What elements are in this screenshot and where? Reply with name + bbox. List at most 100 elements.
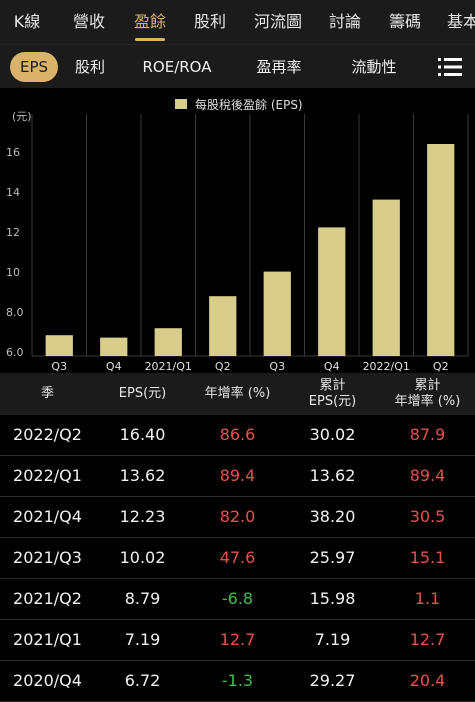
cell-eps: 16.40: [119, 425, 166, 444]
x-tick-label: 2022/Q1: [363, 360, 410, 373]
eps-bar[interactable]: [45, 335, 73, 356]
legend-swatch: [175, 99, 187, 109]
x-tick-label: Q2: [433, 360, 449, 373]
chart-legend: 每股稅後盈餘 (EPS): [175, 96, 303, 112]
cell-yoy: 82.0: [219, 507, 256, 526]
cell-cum-eps: 38.20: [309, 507, 356, 526]
cell-yoy: 89.4: [219, 466, 256, 485]
y-tick-label: 16: [6, 146, 20, 159]
cell-cum-yoy: 12.7: [409, 630, 446, 649]
y-tick-label: 14: [6, 186, 20, 199]
header-eps: EPS(元): [95, 373, 190, 415]
tab-earnings[interactable]: 盈餘: [133, 0, 167, 44]
cell-yoy: 47.6: [219, 548, 256, 567]
eps-table-body: 2022/Q2 16.40 86.6 30.02 87.9 2022/Q1 13…: [0, 415, 475, 702]
cell-cum-eps: 15.98: [309, 589, 356, 608]
eps-bar[interactable]: [209, 296, 237, 356]
cell-cum-eps: 25.97: [309, 548, 356, 567]
subtab-dividend[interactable]: 股利: [74, 58, 105, 76]
cell-cum-yoy: 30.5: [409, 507, 446, 526]
eps-chart: 每股稅後盈餘 (EPS) (元) 6.0 8.0 10 12 14 16 Q3 Q4 2021…: [0, 88, 475, 373]
eps-table-header: 季 EPS(元) 年增率 (%) 累計 EPS(元) 累計 年增率 (%): [0, 373, 475, 415]
x-tick-label: Q4: [324, 360, 340, 373]
cell-cum-yoy: 87.9: [409, 425, 446, 444]
x-tick-label: Q4: [106, 360, 122, 373]
top-tab-bar: K線 營收 盈餘 股利 河流圖 討論 籌碼 基本: [0, 0, 475, 44]
table-row[interactable]: 2020/Q4 6.72 -1.3 29.27 20.4: [0, 661, 475, 702]
x-tick-label: Q3: [269, 360, 285, 373]
y-axis-unit: (元): [12, 110, 32, 123]
y-tick-label: 6.0: [6, 346, 24, 359]
cell-yoy: -6.8: [221, 589, 254, 608]
cell-season: 2021/Q1: [13, 630, 82, 649]
cell-cum-yoy: 89.4: [409, 466, 446, 485]
header-cum-yoy: 累計 年增率 (%): [380, 373, 475, 415]
cell-eps: 7.19: [124, 630, 161, 649]
hamburger-menu-icon[interactable]: [438, 57, 462, 77]
cell-cum-yoy: 20.4: [409, 671, 446, 690]
sub-tab-bar: EPS 股利 ROE/ROA 盈再率 流動性: [0, 44, 475, 89]
eps-bar[interactable]: [372, 199, 400, 356]
tab-chips[interactable]: 籌碼: [388, 12, 421, 31]
cell-cum-eps: 7.19: [314, 630, 351, 649]
x-tick-label: Q2: [215, 360, 231, 373]
table-row[interactable]: 2022/Q2 16.40 86.6 30.02 87.9: [0, 415, 475, 456]
table-row[interactable]: 2022/Q1 13.62 89.4 13.62 89.4: [0, 456, 475, 497]
y-tick-label: 10: [6, 266, 20, 279]
cell-season: 2020/Q4: [13, 671, 82, 690]
header-yoy-label: 年增率 (%): [204, 386, 271, 401]
subtab-eps[interactable]: EPS: [10, 52, 58, 82]
header-season: 季: [0, 373, 95, 415]
subtab-liquidity[interactable]: 流動性: [351, 58, 397, 76]
table-row[interactable]: 2021/Q1 7.19 12.7 7.19 12.7: [0, 620, 475, 661]
cell-eps: 8.79: [124, 589, 161, 608]
subtab-roe-roa[interactable]: ROE/ROA: [142, 58, 212, 76]
table-row[interactable]: 2021/Q4 12.23 82.0 38.20 30.5: [0, 497, 475, 538]
cell-eps: 6.72: [124, 671, 161, 690]
subtab-retention-rate[interactable]: 盈再率: [256, 58, 302, 76]
header-yoy: 年增率 (%): [190, 373, 285, 415]
tab-discussion[interactable]: 討論: [328, 12, 361, 31]
eps-bar[interactable]: [318, 227, 346, 356]
header-cum-yoy-line2: 年增率 (%): [394, 394, 461, 409]
header-season-label: 季: [40, 386, 54, 401]
y-tick-label: 12: [6, 226, 20, 239]
cell-season: 2022/Q2: [13, 425, 82, 444]
cell-eps: 13.62: [119, 466, 166, 485]
cell-season: 2022/Q1: [13, 466, 82, 485]
y-tick-label: 8.0: [6, 306, 24, 319]
header-cum-eps: 累計 EPS(元): [285, 373, 380, 415]
cell-season: 2021/Q3: [13, 548, 82, 567]
tab-river-chart[interactable]: 河流圖: [253, 12, 302, 31]
cell-season: 2021/Q2: [13, 589, 82, 608]
eps-bar[interactable]: [154, 328, 182, 356]
tab-fundamentals[interactable]: 基本: [446, 12, 475, 31]
cell-cum-eps: 13.62: [309, 466, 356, 485]
tab-dividend[interactable]: 股利: [193, 12, 226, 31]
cell-cum-yoy: 1.1: [414, 589, 441, 608]
cell-season: 2021/Q4: [13, 507, 82, 526]
x-tick-label: 2021/Q1: [145, 360, 192, 373]
cell-cum-eps: 30.02: [309, 425, 356, 444]
cell-yoy: 12.7: [219, 630, 256, 649]
cell-cum-eps: 29.27: [309, 671, 356, 690]
header-cum-yoy-line1: 累計: [414, 378, 441, 393]
cell-yoy: -1.3: [221, 671, 254, 690]
eps-bar[interactable]: [263, 271, 291, 356]
header-cum-eps-line1: 累計: [319, 378, 346, 393]
header-cum-eps-line2: EPS(元): [308, 394, 357, 409]
eps-bar[interactable]: [100, 337, 128, 356]
chart-canvas: (元) 6.0 8.0 10 12 14 16 Q3 Q4 2021/Q1 Q2 Q3 Q4 2022…: [6, 110, 469, 373]
tab-revenue[interactable]: 營收: [72, 12, 105, 31]
header-eps-label: EPS(元): [118, 386, 167, 401]
table-row[interactable]: 2021/Q3 10.02 47.6 25.97 15.1: [0, 538, 475, 579]
cell-eps: 12.23: [119, 507, 166, 526]
cell-eps: 10.02: [119, 548, 166, 567]
cell-cum-yoy: 15.1: [409, 548, 446, 567]
x-tick-label: Q3: [51, 360, 67, 373]
cell-yoy: 86.6: [219, 425, 256, 444]
table-row[interactable]: 2021/Q2 8.79 -6.8 15.98 1.1: [0, 579, 475, 620]
eps-bar[interactable]: [427, 144, 455, 356]
legend-label: 每股稅後盈餘 (EPS): [195, 97, 303, 112]
tab-k-line[interactable]: K線: [13, 12, 41, 31]
